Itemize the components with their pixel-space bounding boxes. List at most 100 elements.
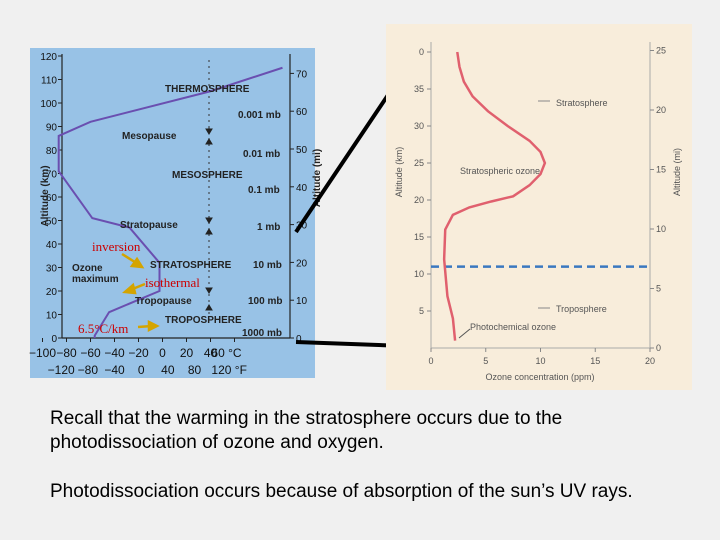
temp-x-tick-label-f: 80 (188, 363, 202, 377)
ozone-y-tick-label: 15 (414, 232, 424, 242)
ozone-y-tick-label: 0 (419, 47, 424, 57)
pressure-arrowhead-3 (205, 217, 213, 224)
temp-right-tick-label: 40 (296, 183, 308, 194)
pressure-label-001: 0.01 mb (243, 149, 280, 160)
pressure-arrowhead-6 (205, 304, 213, 311)
temp-y-tick-label: 0 (51, 334, 57, 345)
temp-y-tick-label: 40 (46, 240, 58, 251)
layer-label-mesosphere: MESOSPHERE (172, 170, 243, 181)
boundary-label-stratopause: Stratopause (120, 220, 178, 231)
caption-paragraph-2: Photodissociation occurs because of abso… (50, 481, 633, 502)
pressure-arrowhead-1 (205, 128, 213, 135)
ozone-chart-background (386, 24, 692, 390)
temp-right-tick-label: 0 (296, 334, 302, 345)
temp-right-tick-label: 10 (296, 296, 308, 307)
pressure-label-0001: 0.001 mb (238, 110, 281, 121)
ozone-x-tick-label: 0 (428, 356, 433, 366)
layer-label-stratosphere: STRATOSPHERE (150, 260, 232, 271)
ozone-right-tick-label: 15 (656, 165, 666, 175)
temperature-right-axis-label: Altitude (mi) (312, 149, 323, 207)
pressure-arrowhead-5 (205, 287, 213, 294)
arrowhead-lapse-rate (147, 319, 160, 333)
ozone-y-tick-label: 20 (414, 195, 424, 205)
pressure-arrowhead-2 (205, 138, 213, 145)
ozone-right-tick-label: 5 (656, 284, 661, 294)
temp-x-tick-label-c: 20 (180, 346, 194, 360)
arrowhead-isothermal (122, 282, 137, 295)
arrowhead-inversion (129, 256, 145, 269)
label-photochemical-ozone: Photochemical ozone (470, 322, 556, 332)
ozone-x-tick-label: 20 (645, 356, 655, 366)
layer-label-thermosphere: THERMOSPHERE (165, 84, 250, 95)
pressure-label-1: 1 mb (257, 222, 280, 233)
ozone-right-tick-label: 0 (656, 343, 661, 353)
temp-right-tick-label: 20 (296, 258, 308, 269)
boundary-label-tropopause: Tropopause (135, 296, 192, 307)
photochemical-ozone-pointer (458, 328, 471, 339)
temp-x-tick-label-f: −40 (104, 363, 125, 377)
caption-paragraph-1: Recall that the warming in the stratosph… (50, 408, 563, 453)
ozone-right-tick-label: 25 (656, 46, 666, 56)
temperature-profile-line (57, 66, 283, 338)
ozone-y-axis-label: Altitude (km) (394, 147, 404, 198)
label-stratospheric-ozone: Stratospheric ozone (460, 166, 540, 176)
temp-y-tick-label: 50 (46, 217, 58, 228)
temp-y-tick-label: 120 (40, 52, 57, 63)
pressure-label-100: 100 mb (248, 296, 282, 307)
ozone-y-tick-label: 35 (414, 84, 424, 94)
pressure-label-01: 0.1 mb (248, 185, 280, 196)
pressure-arrowhead-4 (205, 228, 213, 235)
temp-x-tick-label-f: −80 (78, 363, 99, 377)
label-stratosphere: Stratosphere (556, 98, 608, 108)
ozone-y-tick-label: 25 (414, 158, 424, 168)
ozone-y-tick-label: 5 (419, 306, 424, 316)
ozone-y-tick-label: 10 (414, 269, 424, 279)
temp-x-tick-label-c: −60 (80, 346, 101, 360)
layer-label-troposphere: TROPOSPHERE (165, 315, 242, 326)
temp-y-tick-label: 100 (40, 99, 57, 110)
ozone-x-tick-label: 10 (535, 356, 545, 366)
temp-x-tick-label-c: −80 (56, 346, 77, 360)
ozone-maximum-label: Ozone maximum (72, 263, 119, 285)
temp-x-tick-label-f: 0 (138, 363, 145, 377)
annotation-lapse-rate: 6.5°C/km (78, 321, 128, 336)
boundary-label-mesopause: Mesopause (122, 131, 177, 142)
ozone-y-tick-label: 30 (414, 121, 424, 131)
temp-x-tick-label-f: −120 (48, 363, 75, 377)
ozone-right-tick-label: 10 (656, 224, 666, 234)
temp-x-tick-label-c: 0 (159, 346, 166, 360)
temp-x-tick-label-f: 40 (161, 363, 175, 377)
ozone-profile-chart: 5 10 15 20 25 30 35 0 0 5 10 15 20 25 0 5 10 15 20 Ozone… (386, 24, 692, 390)
temp-right-tick-label: 50 (296, 145, 308, 156)
ozone-right-axis-label: Altitude (mi) (672, 148, 682, 196)
temperature-y-axis-label: Altitude (km) (40, 165, 51, 226)
ozone-x-tick-label: 15 (590, 356, 600, 366)
temp-y-tick-label: 90 (46, 123, 58, 134)
temp-y-tick-label: 20 (46, 287, 58, 298)
temp-x-tick-label-c: 60 °C (211, 346, 241, 360)
annotation-isothermal: isothermal (145, 275, 200, 290)
temp-y-tick-label: 80 (46, 146, 58, 157)
annotation-inversion: inversion (92, 239, 141, 254)
temp-y-tick-label: 70 (46, 170, 58, 181)
temperature-chart-background (30, 48, 315, 378)
ozone-x-axis-label: Ozone concentration (ppm) (485, 372, 594, 382)
ozone-concentration-line (442, 51, 547, 341)
pressure-label-10: 10 mb (253, 260, 282, 271)
temp-x-tick-label-c: −100 (29, 346, 56, 360)
temp-y-tick-label: 10 (46, 311, 58, 322)
temp-x-tick-label-c: 40 (204, 346, 218, 360)
temp-y-tick-label: 30 (46, 264, 58, 275)
label-troposphere: Troposphere (556, 304, 607, 314)
temp-x-tick-label-c: −40 (104, 346, 125, 360)
temp-right-tick-label: 70 (296, 69, 308, 80)
ozone-right-tick-label: 20 (656, 105, 666, 115)
ozone-x-tick-label: 5 (483, 356, 488, 366)
pressure-label-1000: 1000 mb (242, 328, 282, 339)
temp-right-tick-label: 60 (296, 107, 308, 118)
temp-y-tick-label: 60 (46, 193, 58, 204)
temp-y-tick-label: 110 (41, 76, 57, 87)
temp-x-tick-label-f: 120 °F (211, 363, 246, 377)
